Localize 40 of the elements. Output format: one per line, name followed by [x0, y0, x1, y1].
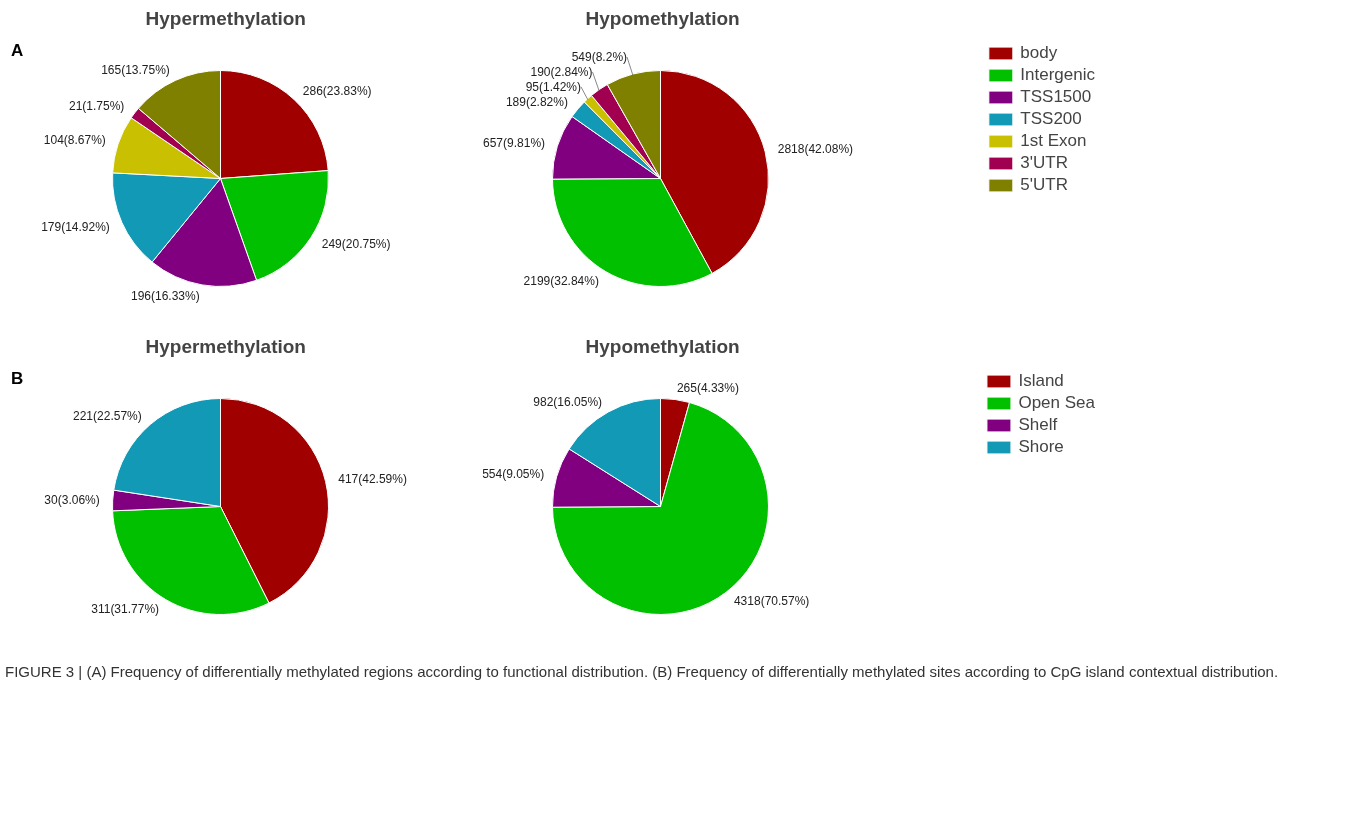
data-label: 30(3.06%): [44, 492, 100, 507]
legend-label: TSS200: [1020, 109, 1082, 129]
legend-label: TSS1500: [1020, 87, 1092, 107]
legend-label: 1st Exon: [1020, 131, 1087, 151]
data-label: 554(9.05%): [482, 466, 545, 481]
legend-label: Intergenic: [1020, 65, 1095, 85]
legend-label: Shore: [1018, 437, 1064, 457]
data-label: 190(2.84%): [530, 64, 593, 79]
data-label: 311(31.77%): [91, 602, 160, 617]
data-label: 549(8.2%): [571, 50, 628, 65]
text: A: [10, 40, 24, 60]
data-label: 4318(70.57%): [733, 594, 810, 609]
legend-label: Shelf: [1018, 415, 1058, 435]
data-label: 249(20.75%): [321, 236, 391, 251]
legend-label: 5'UTR: [1020, 175, 1068, 195]
data-label: 104(8.67%): [43, 133, 106, 148]
data-label: 286(23.83%): [302, 84, 372, 99]
data-label: 165(13.75%): [101, 63, 170, 78]
legend-label: body: [1020, 43, 1058, 63]
data-label: 21(1.75%): [68, 99, 125, 114]
data-label: 179(14.92%): [41, 219, 110, 234]
text: B: [10, 368, 24, 388]
legend-label: Open Sea: [1018, 393, 1095, 413]
data-label: 196(16.33%): [130, 288, 200, 303]
legend-label: 3'UTR: [1020, 153, 1068, 173]
text: Hypermethylation: [145, 335, 306, 357]
data-label: 189(2.82%): [505, 94, 568, 109]
chart-title: Hypomethylation: [585, 7, 740, 29]
data-label: 2818(42.08%): [777, 142, 854, 157]
data-label: 982(16.05%): [533, 395, 603, 410]
legend-label: Island: [1018, 371, 1064, 391]
data-label: 2199(32.84%): [523, 274, 599, 289]
data-label: 265(4.33%): [676, 381, 739, 396]
data-label: 221(22.57%): [73, 409, 142, 424]
data-label: 95(1.42%): [525, 79, 581, 94]
chart-title: Hypermethylation: [145, 7, 306, 29]
data-label: 417(42.59%): [338, 472, 407, 487]
chart-title: Hypomethylation: [585, 335, 740, 357]
caption: FIGURE 3 | (A) Frequency of differentially methylated regions according to functional distribution. (B) Frequency of differentially methylated sites according to CpG island contextual distribution.: [5, 662, 1279, 682]
data-label: 657(9.81%): [483, 135, 546, 150]
